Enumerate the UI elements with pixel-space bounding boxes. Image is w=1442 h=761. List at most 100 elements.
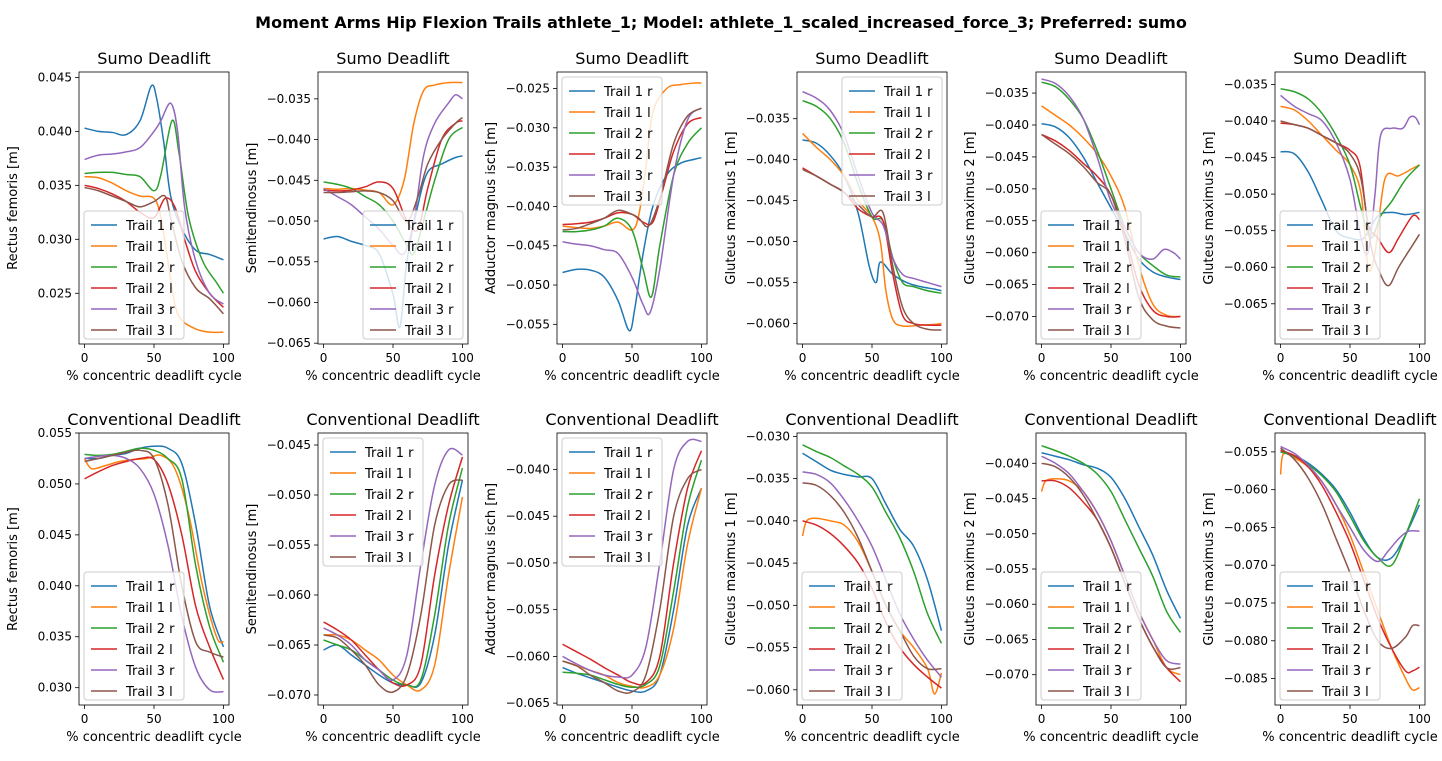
y-tick-label: −0.060 [267,295,311,309]
series-line-1 [84,84,224,261]
x-tick-label: 0 [799,351,807,365]
series-line-6 [1041,133,1181,329]
subplot-title: Conventional Deadlift [67,410,240,429]
legend-box [1279,210,1381,340]
x-tick-label: 50 [1103,712,1118,726]
legend-label: Trail 3 r [603,530,653,545]
y-tick-label: −0.050 [506,278,550,292]
x-tick-label: 0 [1038,712,1046,726]
x-tick-label: 100 [1169,351,1192,365]
legend-label: Trail 1 r [1082,219,1132,234]
series-group [802,90,942,331]
legend-label: Trail 2 r [603,488,653,503]
legend-label: Trail 3 r [1082,303,1132,318]
y-tick-label: −0.035 [506,160,550,174]
y-tick-label: 0.040 [38,124,72,138]
y-tick-label: −0.040 [985,456,1029,470]
y-tick-label: −0.050 [746,235,790,249]
series-group [84,84,225,334]
series-line-5 [802,471,943,678]
legend-label: Trail 2 r [1321,622,1371,637]
series-line-6 [84,186,224,315]
x-tick-label: 50 [385,351,400,365]
y-tick-label: −0.050 [985,182,1029,196]
legend-label: Trail 2 l [1082,643,1130,658]
y-tick-label: −0.045 [506,239,550,253]
series-line-4 [1280,449,1420,674]
subplot-title: Sumo Deadlift [97,49,210,68]
x-tick-label: 50 [385,712,400,726]
series-line-6 [802,168,942,331]
legend-label: Trail 2 r [125,622,175,637]
legend-label: Trail 3 r [125,664,175,679]
series-line-5 [1041,455,1181,665]
legend-label: Trail 3 r [125,303,175,318]
legend-label: Trail 1 l [1082,601,1130,616]
legend-label: Trail 3 r [404,303,454,318]
legend: Trail 1 r Trail 1 l Trail 2 r Trail 2 l Trai… [1040,210,1142,340]
x-tick-label: 50 [624,351,639,365]
y-tick-label: −0.080 [1224,634,1268,648]
legend-label: Trail 3 l [125,685,173,700]
subplot-1-2: Conventional Deadlift 0 50 100 −0.065 −0.060 −… [484,410,720,745]
x-tick-label: 100 [212,351,235,365]
legend-label: Trail 1 l [125,240,173,255]
y-tick-label: −0.045 [506,509,550,523]
legend-box [362,210,464,340]
subplot-1-3: Conventional Deadlift 0 50 100 −0.060 −0.055 −… [724,410,960,745]
legend-label: Trail 1 r [364,446,414,461]
x-tick-label: 0 [1277,712,1285,726]
legend-label: Trail 2 l [883,148,931,163]
y-tick-label: −0.055 [985,214,1029,228]
series-line-5 [323,447,463,682]
legend-box [1040,210,1142,340]
legend-box [83,571,185,701]
y-tick-label: −0.030 [746,429,790,443]
series-line-5 [562,107,702,316]
y-tick-label: −0.085 [1224,672,1268,686]
y-tick-label: −0.030 [506,121,550,135]
series-line-5 [84,454,224,693]
y-axis-label: Rectus femoris [m] [6,146,21,270]
x-axis-label: % concentric deadlift cycle [784,730,959,745]
legend-label: Trail 3 l [1082,324,1130,339]
legend-label: Trail 3 l [603,551,651,566]
y-tick-label: −0.035 [1224,77,1268,91]
legend: Trail 1 r Trail 1 l Trail 2 r Trail 2 l Trai… [801,571,903,701]
subplot-title: Conventional Deadlift [306,410,479,429]
subplot-title: Sumo Deadlift [575,49,688,68]
x-tick-label: 100 [451,712,474,726]
subplot-1-5: Conventional Deadlift 0 50 100 −0.085 −0.080 −… [1202,410,1438,745]
subplot-0-3: Sumo Deadlift 0 50 100 −0.060 −0.055 −0.050 −0.… [724,49,960,384]
y-tick-label: −0.055 [506,603,550,617]
x-tick-label: 50 [146,351,161,365]
x-axis-label: % concentric deadlift cycle [1262,369,1437,384]
y-tick-label: −0.040 [985,118,1029,132]
series-line-2 [1279,452,1420,691]
y-tick-label: −0.035 [746,472,790,486]
legend-label: Trail 3 r [843,664,893,679]
legend-label: Trail 1 r [404,219,454,234]
y-axis-label: Gluteus maximus 2 [m] [963,492,978,645]
series-line-1 [802,139,942,292]
y-tick-label: 0.045 [38,528,72,542]
x-tick-label: 50 [624,712,639,726]
legend-label: Trail 1 l [603,467,651,482]
y-tick-label: −0.055 [985,562,1029,576]
y-tick-label: −0.065 [267,336,311,350]
legend-label: Trail 2 l [603,509,651,524]
series-line-3 [323,467,464,688]
y-tick-label: −0.040 [746,153,790,167]
y-tick-label: 0.030 [38,681,72,695]
legend: Trail 1 r Trail 1 l Trail 2 r Trail 2 l Trai… [841,76,943,206]
legend-box [83,210,185,340]
legend-label: Trail 3 r [883,169,933,184]
y-tick-label: 0.055 [38,426,72,440]
series-line-6 [323,479,463,694]
legend-label: Trail 1 l [1321,601,1369,616]
y-tick-label: −0.055 [267,538,311,552]
x-tick-label: 0 [320,351,328,365]
legend-box [322,437,424,567]
legend-label: Trail 3 l [843,685,891,700]
